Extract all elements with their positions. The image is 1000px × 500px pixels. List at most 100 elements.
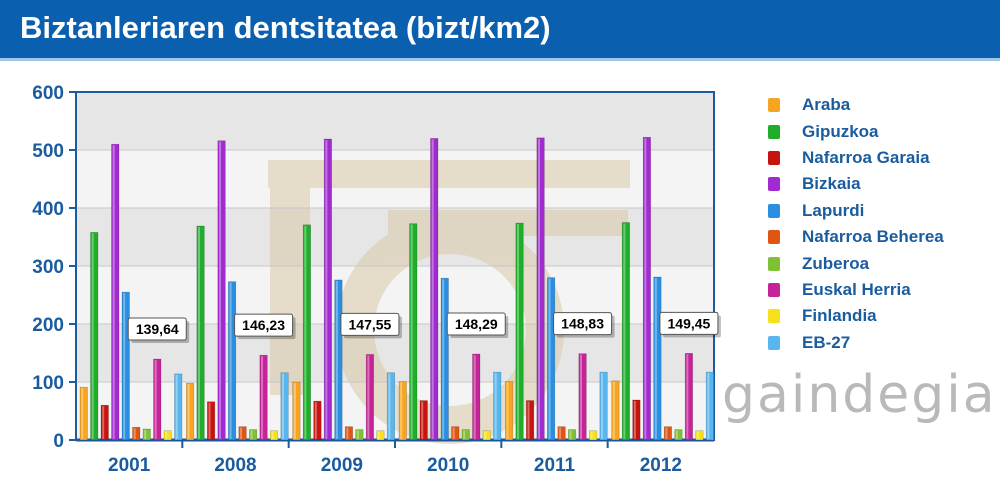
bar (186, 382, 195, 441)
bar-highlight (219, 141, 222, 439)
legend-swatch (768, 177, 780, 192)
bar (515, 222, 524, 441)
bar (642, 136, 651, 441)
bar-highlight (240, 427, 243, 439)
legend-item: Bizkaia (768, 171, 988, 197)
y-tick-label: 200 (32, 315, 64, 336)
bar-highlight (154, 360, 157, 439)
legend-item: Finlandia (768, 303, 988, 329)
legend-label: Nafarroa Beherea (802, 227, 944, 247)
legend-item: Euskal Herria (768, 277, 988, 303)
bar (409, 223, 418, 441)
bar (111, 143, 120, 441)
bar-highlight (452, 427, 455, 439)
data-label-box (446, 312, 506, 336)
bar-highlight (112, 145, 115, 439)
bar (292, 381, 301, 441)
bar (355, 429, 364, 441)
bar (302, 224, 311, 441)
legend-label: Finlandia (802, 306, 877, 326)
data-label: 147,55 (349, 316, 392, 332)
bar (313, 400, 322, 441)
legend-label: Nafarroa Garaia (802, 147, 930, 167)
bar-highlight (686, 354, 689, 439)
bar-highlight (538, 138, 541, 439)
bar (695, 430, 704, 441)
page-title: Biztanleriaren dentsitatea (bizt/km2) (20, 10, 551, 45)
x-tick-label: 2012 (640, 455, 682, 476)
y-tick-label: 400 (32, 199, 64, 220)
data-label-box (340, 312, 400, 336)
bar (589, 430, 598, 441)
bar-highlight (346, 427, 349, 439)
bar-highlight (569, 430, 572, 439)
y-tick-label: 300 (32, 257, 64, 278)
legend-item: Zuberoa (768, 250, 988, 276)
bar-highlight (133, 428, 136, 439)
legend-item: EB-27 (768, 330, 988, 356)
bar-highlight (517, 224, 520, 439)
legend-label: Euskal Herria (802, 279, 911, 299)
bar-highlight (282, 373, 285, 439)
bar (472, 353, 481, 441)
bar (674, 429, 683, 441)
bar (482, 430, 491, 441)
bar-highlight (473, 354, 476, 439)
bar (547, 277, 556, 441)
bar-highlight (81, 388, 84, 439)
bar (599, 371, 608, 441)
bar-highlight (314, 402, 317, 439)
legend-label: Gipuzkoa (802, 121, 879, 141)
legend-swatch (768, 124, 780, 139)
bar (153, 358, 162, 441)
legend-item: Gipuzkoa (768, 118, 988, 144)
bar-highlight (356, 430, 359, 439)
bar-highlight (527, 401, 530, 439)
bar-highlight (187, 384, 190, 439)
bar-highlight (377, 431, 380, 439)
bars (79, 136, 714, 441)
bar-highlight (580, 354, 583, 439)
bar (705, 371, 714, 441)
bar (653, 276, 662, 441)
bar-highlight (463, 430, 466, 439)
data-label: 146,23 (242, 317, 285, 333)
data-label: 139,64 (136, 321, 179, 337)
bar (430, 138, 439, 441)
bar (557, 426, 566, 441)
bar-highlight (304, 225, 307, 439)
title-bar: Biztanleriaren dentsitatea (bizt/km2) (0, 0, 1000, 61)
data-label-box (234, 313, 294, 337)
bar (578, 353, 587, 441)
bar-highlight (431, 139, 434, 439)
legend-swatch (768, 150, 780, 165)
bar (174, 373, 183, 441)
bar-highlight (644, 138, 647, 440)
x-tick-label: 2008 (214, 455, 256, 476)
bar-highlight (601, 373, 604, 439)
bar-highlight (271, 431, 274, 439)
bar (90, 232, 99, 441)
legend-item: Nafarroa Garaia (768, 145, 988, 171)
bar (121, 291, 130, 441)
bar (461, 429, 470, 441)
bar (505, 381, 514, 441)
bar-highlight (123, 293, 126, 439)
legend-label: Araba (802, 95, 851, 115)
bar (196, 225, 205, 441)
bar (100, 404, 109, 441)
bar-highlight (229, 282, 232, 439)
bar-highlight (102, 406, 105, 439)
y-tick-label: 500 (32, 141, 64, 162)
bar-highlight (442, 279, 445, 439)
y-tick-label: 0 (53, 431, 64, 452)
legend-label: Lapurdi (802, 200, 865, 220)
bar-highlight (633, 400, 636, 439)
bar-highlight (506, 382, 509, 439)
bar-highlight (623, 223, 626, 439)
bar (684, 353, 693, 441)
data-label-box (659, 311, 719, 335)
bar-highlight (388, 373, 391, 439)
bar (568, 429, 577, 441)
